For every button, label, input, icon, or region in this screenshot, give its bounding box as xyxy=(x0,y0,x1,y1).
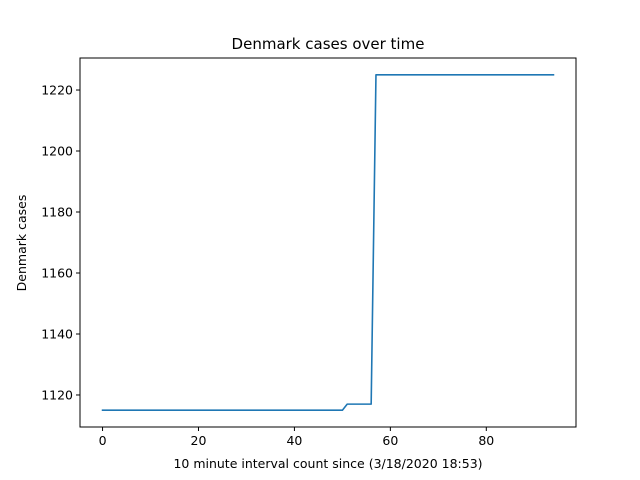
x-axis-label: 10 minute interval count since (3/18/202… xyxy=(173,456,482,471)
y-tick-label-1140: 1140 xyxy=(41,326,73,341)
y-axis-label: Denmark cases xyxy=(14,195,29,292)
x-tick-label-80: 80 xyxy=(478,433,494,448)
chart-title: Denmark cases over time xyxy=(232,35,425,53)
series-line-0 xyxy=(101,73,555,412)
x-tick-label-20: 20 xyxy=(191,433,207,448)
plot-area: 0 20 40 60 80 1120 1140 1160 1180 1200 1220 xyxy=(41,57,577,448)
y-tick-label-1120: 1120 xyxy=(41,387,73,402)
y-tick-label-1180: 1180 xyxy=(41,205,73,220)
x-tick-label-40: 40 xyxy=(286,433,302,448)
axes-frame xyxy=(79,57,577,428)
x-tick-label-0: 0 xyxy=(99,433,107,448)
y-tick-label-1200: 1200 xyxy=(41,144,73,159)
y-tick-label-1160: 1160 xyxy=(41,265,73,280)
x-tick-label-60: 60 xyxy=(382,433,398,448)
y-tick-label-1220: 1220 xyxy=(41,83,73,98)
